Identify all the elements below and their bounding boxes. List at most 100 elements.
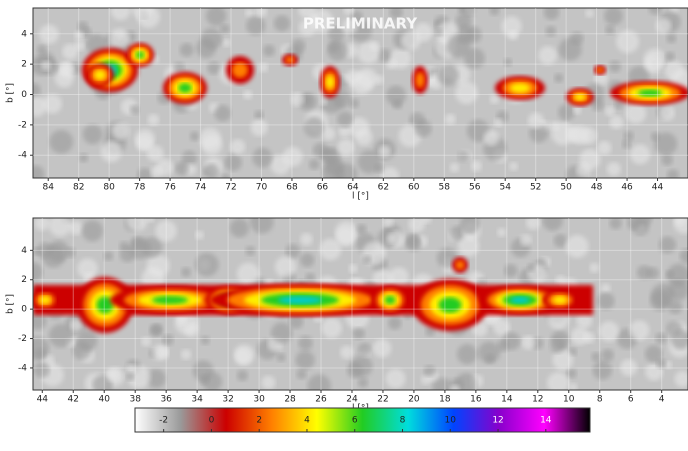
noise	[101, 141, 122, 162]
x-tick-label: 80	[103, 183, 115, 193]
noise	[623, 131, 633, 141]
noise	[550, 337, 566, 353]
noise	[37, 45, 47, 55]
x-tick-label: 72	[225, 183, 236, 193]
noise	[79, 153, 88, 162]
noise	[177, 315, 187, 325]
y-tick-label: 4	[21, 246, 27, 256]
noise	[665, 52, 675, 62]
figure: 8482807876747270686664626058565452504846…	[0, 0, 688, 451]
noise	[609, 61, 621, 73]
emission	[510, 83, 530, 92]
noise	[336, 227, 356, 247]
noise	[630, 144, 650, 164]
x-tick-label: 12	[532, 395, 543, 405]
noise	[483, 130, 499, 146]
emission	[278, 296, 322, 304]
noise	[201, 134, 222, 155]
noise	[70, 319, 83, 332]
noise	[414, 120, 431, 137]
x-tick-label: 56	[469, 183, 481, 193]
noise	[234, 344, 255, 365]
emission	[553, 296, 567, 304]
x-tick-label: 22	[377, 395, 388, 405]
x-tick-label: 50	[560, 183, 572, 193]
noise	[181, 267, 191, 277]
noise	[109, 28, 130, 49]
x-tick-label: 44	[652, 183, 664, 193]
x-tick-label: 74	[195, 183, 207, 193]
noise	[321, 318, 341, 338]
noise	[471, 161, 482, 172]
map-panel	[24, 210, 688, 399]
x-tick-label: 62	[378, 183, 389, 193]
emission	[439, 297, 462, 313]
noise	[667, 169, 679, 181]
noise	[289, 314, 304, 329]
colorbar-tick-label: 8	[400, 416, 406, 426]
noise	[305, 273, 315, 283]
noise	[223, 39, 231, 47]
noise	[593, 360, 612, 379]
noise	[328, 41, 340, 53]
noise	[49, 324, 73, 348]
noise	[285, 244, 300, 259]
noise	[659, 105, 675, 121]
noise	[129, 237, 151, 259]
noise	[383, 217, 393, 227]
noise	[245, 8, 254, 17]
noise	[296, 351, 315, 370]
noise	[26, 165, 44, 183]
colorbar-tick-label: 2	[256, 416, 262, 426]
x-tick-label: 48	[591, 183, 603, 193]
noise	[69, 221, 83, 235]
x-tick-label: 46	[621, 183, 633, 193]
noise	[337, 139, 354, 156]
y-tick-label: 2	[21, 60, 27, 70]
noise	[424, 365, 435, 376]
noise	[406, 234, 420, 248]
emission	[326, 76, 334, 89]
noise	[447, 34, 471, 58]
noise	[573, 106, 581, 114]
noise	[437, 65, 458, 86]
noise	[180, 43, 194, 57]
x-tick-label: 14	[501, 395, 513, 405]
y-tick-label: -2	[18, 334, 27, 344]
noise	[589, 263, 599, 273]
noise	[309, 159, 320, 170]
noise	[300, 233, 312, 245]
noise	[668, 280, 688, 301]
noise	[220, 24, 230, 34]
colorbar-tick-label: 4	[304, 416, 310, 426]
x-tick-label: 58	[439, 183, 451, 193]
noise	[237, 370, 248, 381]
noise	[156, 159, 173, 176]
noise	[356, 224, 366, 234]
noise	[147, 145, 163, 161]
noise	[325, 157, 344, 176]
emission	[638, 89, 662, 96]
noise	[390, 48, 411, 69]
y-axis-label: b [°]	[6, 294, 16, 314]
noise	[545, 26, 556, 37]
x-tick-label: 16	[470, 395, 482, 405]
x-tick-label: 76	[164, 183, 176, 193]
noise	[201, 28, 223, 50]
noise	[349, 264, 358, 273]
noise	[457, 344, 477, 364]
noise	[650, 290, 671, 311]
noise	[277, 353, 286, 362]
emission	[455, 260, 464, 269]
noise	[665, 270, 674, 279]
noise	[201, 336, 210, 345]
noise	[552, 350, 573, 371]
noise	[206, 6, 226, 26]
noise	[77, 258, 98, 279]
emission	[285, 57, 294, 64]
noise	[386, 86, 406, 106]
noise	[607, 162, 621, 176]
noise	[461, 1, 477, 17]
noise	[35, 348, 46, 359]
noise	[387, 233, 398, 244]
